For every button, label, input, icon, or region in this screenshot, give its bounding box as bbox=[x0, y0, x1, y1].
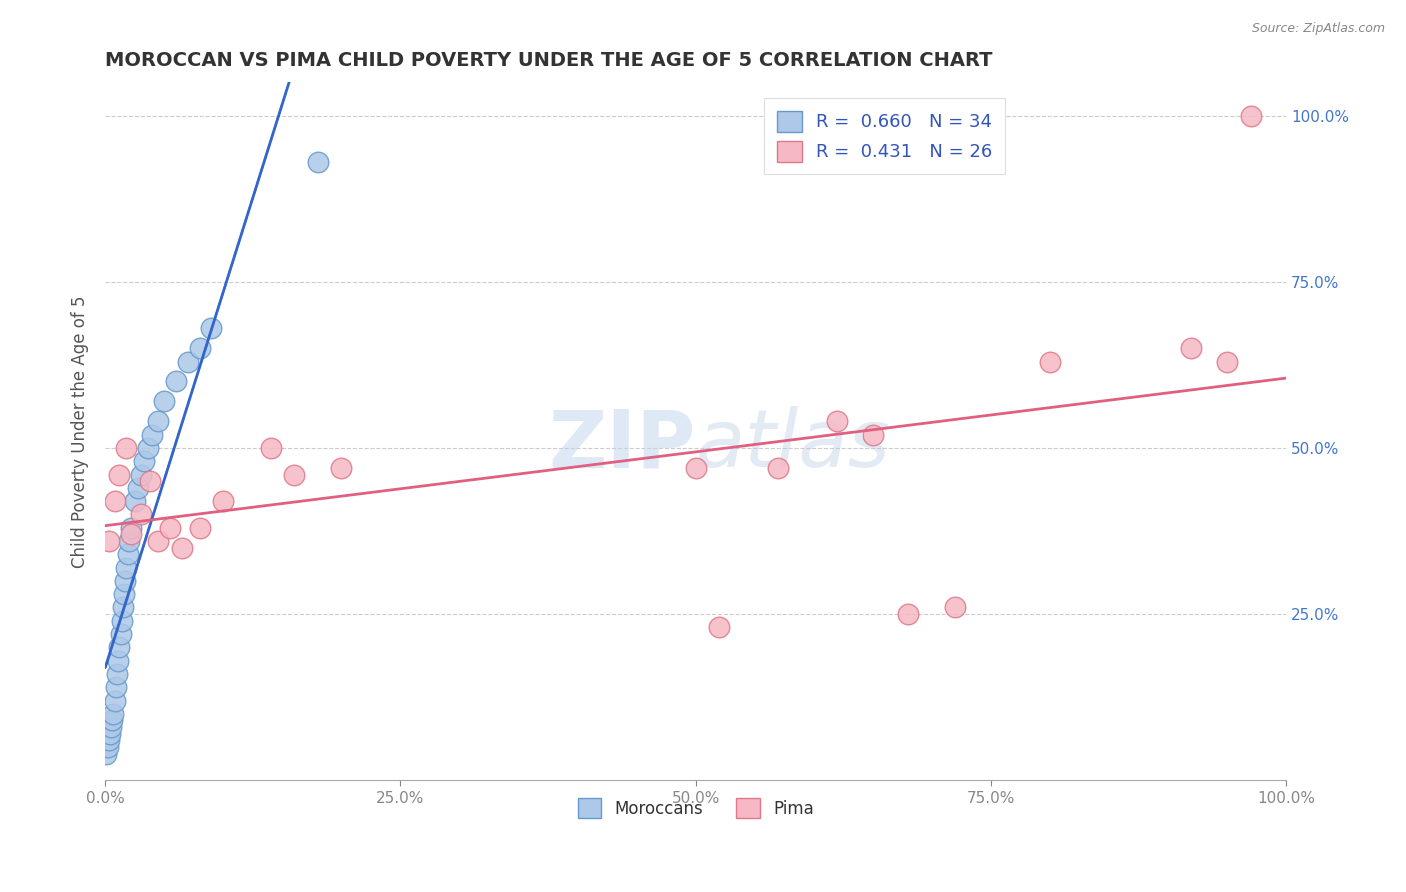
Point bbox=[1180, 341, 1202, 355]
Point bbox=[1239, 109, 1261, 123]
Y-axis label: Child Poverty Under the Age of 5: Child Poverty Under the Age of 5 bbox=[72, 295, 89, 567]
Point bbox=[103, 706, 125, 721]
Point bbox=[170, 541, 193, 555]
Point bbox=[139, 474, 162, 488]
Point bbox=[165, 375, 187, 389]
Point bbox=[110, 627, 132, 641]
Point bbox=[111, 614, 134, 628]
Point bbox=[98, 727, 121, 741]
Point bbox=[105, 667, 128, 681]
Text: Source: ZipAtlas.com: Source: ZipAtlas.com bbox=[1251, 22, 1385, 36]
Point bbox=[148, 414, 170, 428]
Point bbox=[177, 354, 200, 368]
Point bbox=[188, 341, 211, 355]
Point bbox=[124, 494, 146, 508]
Point bbox=[259, 441, 281, 455]
Point bbox=[97, 534, 120, 549]
Point bbox=[862, 427, 884, 442]
Point bbox=[1216, 354, 1239, 368]
Point bbox=[127, 481, 149, 495]
Point bbox=[118, 534, 141, 549]
Point bbox=[112, 587, 135, 601]
Point bbox=[104, 680, 127, 694]
Point bbox=[97, 733, 120, 747]
Point bbox=[108, 640, 131, 655]
Point bbox=[120, 521, 142, 535]
Point bbox=[685, 461, 707, 475]
Point bbox=[943, 600, 966, 615]
Point bbox=[111, 600, 134, 615]
Point bbox=[307, 155, 329, 169]
Point bbox=[136, 441, 159, 455]
Point bbox=[148, 534, 170, 549]
Text: MOROCCAN VS PIMA CHILD POVERTY UNDER THE AGE OF 5 CORRELATION CHART: MOROCCAN VS PIMA CHILD POVERTY UNDER THE… bbox=[105, 51, 993, 70]
Point bbox=[212, 494, 235, 508]
Point bbox=[101, 714, 124, 728]
Point bbox=[104, 693, 127, 707]
Text: ZIP: ZIP bbox=[548, 406, 696, 484]
Point bbox=[107, 654, 129, 668]
Point bbox=[153, 394, 176, 409]
Point bbox=[1039, 354, 1062, 368]
Point bbox=[115, 441, 138, 455]
Point bbox=[827, 414, 849, 428]
Legend: Moroccans, Pima: Moroccans, Pima bbox=[571, 792, 820, 824]
Point bbox=[141, 427, 163, 442]
Point bbox=[114, 574, 136, 588]
Point bbox=[134, 454, 156, 468]
Point bbox=[709, 620, 731, 634]
Point bbox=[115, 560, 138, 574]
Point bbox=[104, 494, 127, 508]
Point bbox=[129, 467, 152, 482]
Point bbox=[97, 740, 120, 755]
Point bbox=[897, 607, 920, 621]
Point bbox=[188, 521, 211, 535]
Point bbox=[100, 720, 122, 734]
Point bbox=[108, 467, 131, 482]
Point bbox=[117, 547, 139, 561]
Point bbox=[120, 527, 142, 541]
Point bbox=[283, 467, 305, 482]
Point bbox=[129, 508, 152, 522]
Point bbox=[159, 521, 181, 535]
Point bbox=[330, 461, 353, 475]
Point bbox=[200, 321, 222, 335]
Point bbox=[96, 747, 118, 761]
Point bbox=[768, 461, 790, 475]
Text: atlas: atlas bbox=[696, 406, 890, 484]
